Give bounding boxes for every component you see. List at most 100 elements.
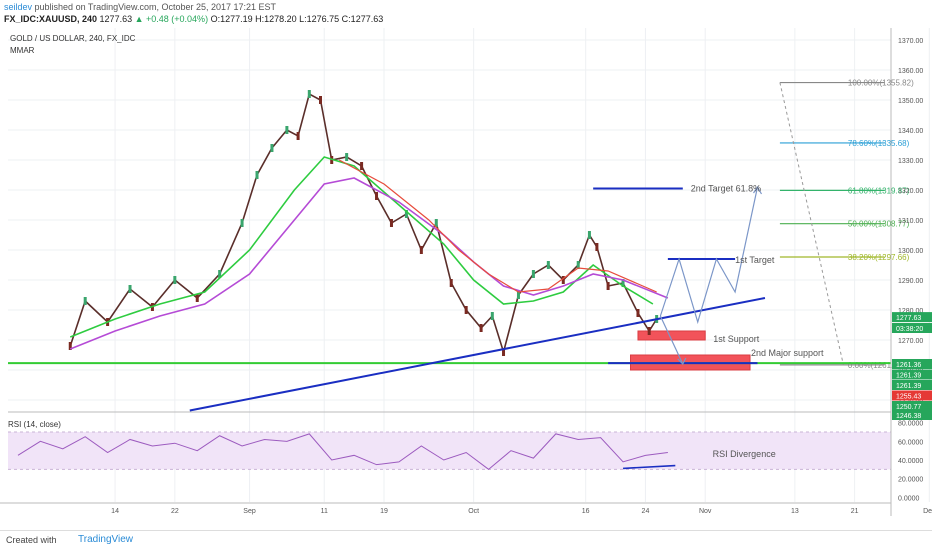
price-point [68,342,72,350]
last-price: 1277.63 [99,14,133,24]
rsi-line [17,433,668,470]
price-change: ▲ +0.48 (+0.04%) [134,14,209,24]
price-point [255,171,259,179]
price-tick-label: 1340.00 [898,128,923,135]
price-tick-label: 1360.00 [898,68,923,75]
price-series [68,90,659,356]
ohlc-values: O:1277.19 H:1278.20 L:1276.75 C:1277.63 [210,14,384,24]
price-point [404,210,408,218]
rsi-tick-label: 20.0000 [898,477,923,484]
time-tick-label: 14 [111,508,119,515]
price-tick-label: 1320.00 [898,188,923,195]
price-point [502,348,506,356]
price-label-bg [892,390,932,401]
target-2-label: 2nd Target 61.8% [691,184,761,194]
fib-trend-line [779,82,844,365]
grid [8,28,930,502]
projection-path-down [659,315,684,365]
moving-averages [69,156,669,350]
time-tick-label: Sep [243,508,256,515]
price-point [434,219,438,227]
author-link[interactable]: seildev [4,2,33,12]
footer: Created with TradingView [0,530,932,551]
fib-level-label: 0.00%(1261.72) [848,361,905,370]
price-label-bg [892,359,932,369]
price-label-text: 1255.43 [896,394,921,401]
price-point [128,285,132,293]
price-label-bg [892,369,932,380]
price-line [69,92,658,355]
fib-level-label: 78.60%(1335.68) [848,139,910,148]
chart-subtitle: MMAR [10,46,35,55]
price-point [218,270,222,278]
price-point [195,294,199,302]
price-tick-label: 1280.00 [898,308,923,315]
price-label-bg [892,410,932,420]
rsi-title: RSI (14, close) [8,420,61,429]
price-labels: 1277.63 03:38:20 1261.36 1261.39 1261.39 1255… [892,312,932,420]
price-point [479,324,483,332]
price-point [595,243,599,251]
ma-fast-line [69,156,654,338]
price-label-text: 1277.63 [896,315,921,322]
arrow-head [677,357,687,366]
trendline [189,297,766,412]
time-tick-label: Nov [699,508,712,515]
target-1-label: 1st Target [735,255,775,265]
price-label-bg [892,401,932,411]
time-tick-label: 22 [171,508,179,515]
price-point [531,270,535,278]
symbol-line: FX_IDC:XAUUSD, 240 1277.63 ▲ +0.48 (+0.0… [4,14,383,24]
price-point [449,279,453,287]
price-label-bg [892,380,932,390]
rsi-tick-label: 60.0000 [898,439,923,446]
price-tick-label: 1370.00 [898,38,923,45]
price-point [636,309,640,317]
price-point [419,246,423,254]
price-point [587,231,591,239]
price-tick-label: 1290.00 [898,278,923,285]
price-tick-label: 1350.00 [898,98,923,105]
price-point [546,261,550,269]
price-label-text: 1246.38 [896,413,921,420]
price-point [621,279,625,287]
price-label-text: 1261.39 [896,373,921,380]
chart-title: GOLD / US DOLLAR, 240, FX_IDC [10,34,136,43]
price-point [307,90,311,98]
time-tick-label: 11 [321,508,328,515]
price-point [464,306,468,314]
support-2-label: 2nd Major support [751,348,824,358]
drawn-lines [8,187,891,470]
fib-level-label: 38.20%(1297.66) [848,253,910,262]
time-tick-label: 19 [380,508,388,515]
price-point [360,162,364,170]
price-point [83,297,87,305]
publish-line: seildev published on TradingView.com, Oc… [4,2,276,12]
chart-header: seildev published on TradingView.com, Oc… [0,0,932,28]
price-point [647,327,651,335]
chart-canvas[interactable]: 100.00%(1355.82) 78.60%(1335.68) 61.80%(13… [0,28,932,530]
price-label-bg [892,323,932,333]
price-tick-label: 1270.00 [898,338,923,345]
time-tick-label: 13 [791,508,799,515]
price-point [296,132,300,140]
tradingview-logo[interactable]: TradingView [78,534,134,545]
price-label-text: 1250.77 [896,404,921,411]
projection-arrows [659,185,763,366]
price-tick-label: 1300.00 [898,248,923,255]
price-point [490,312,494,320]
rsi-tick-label: 80.0000 [898,421,923,428]
symbol-name: FX_IDC:XAUUSD, 240 [4,14,98,24]
created-with: Created with [6,535,57,545]
price-label-text: 1261.39 [896,383,921,390]
projection-path-up [659,186,759,325]
price-point [576,261,580,269]
ma-short-line [338,159,657,293]
price-point [606,282,610,290]
time-tick-label: 24 [642,508,650,515]
time-tick-label: Dec [923,508,932,515]
rsi-tick-label: 40.0000 [898,458,923,465]
time-tick-label: 21 [851,508,859,515]
price-label-text: 1261.36 [896,362,921,369]
fib-level-label: 50.00%(1308.77) [848,220,910,229]
